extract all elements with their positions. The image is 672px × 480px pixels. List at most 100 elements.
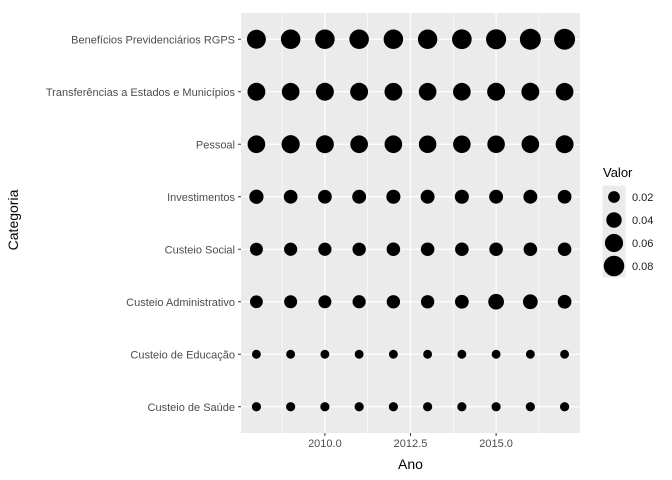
data-points	[246, 28, 576, 412]
x-tick-label: 2015.0	[479, 438, 513, 450]
data-point	[557, 189, 572, 204]
data-point	[491, 349, 501, 359]
data-point	[247, 82, 266, 101]
data-point	[453, 135, 471, 154]
data-point	[281, 82, 300, 101]
data-point	[352, 242, 366, 256]
data-point	[352, 189, 367, 204]
data-point	[454, 189, 469, 204]
legend-point	[603, 255, 625, 277]
data-point	[418, 135, 437, 154]
data-point	[555, 82, 574, 101]
data-point	[489, 242, 503, 257]
data-point	[350, 82, 369, 101]
data-point	[420, 295, 435, 309]
data-point	[489, 189, 504, 204]
legend-point	[608, 191, 620, 203]
data-point	[246, 29, 266, 49]
data-point	[417, 29, 438, 49]
data-point	[386, 295, 401, 309]
data-point	[418, 82, 437, 101]
data-point	[521, 82, 540, 101]
y-axis-title: Categoria	[5, 189, 21, 250]
legend: Valor 0.02 0.04 0.06 0.08	[602, 165, 653, 278]
y-axis: Custeio de Saúde Custeio de Educação Custe…	[46, 34, 241, 414]
data-point	[384, 135, 403, 154]
y-tick-label: Custeio de Educação	[130, 349, 235, 361]
legend-label: 0.06	[632, 238, 653, 250]
data-point	[383, 29, 404, 50]
data-point	[251, 402, 262, 412]
y-tick-label: Transferências a Estados e Municípios	[46, 87, 236, 99]
data-point	[352, 295, 366, 309]
data-point	[354, 402, 364, 412]
data-point	[487, 135, 505, 154]
legend-point	[604, 233, 624, 253]
data-point	[315, 29, 335, 50]
data-point	[320, 402, 330, 412]
data-point	[559, 402, 570, 412]
data-point	[249, 189, 264, 204]
data-point	[452, 29, 472, 50]
data-point	[386, 242, 401, 257]
data-point	[280, 29, 301, 50]
x-tick-label: 2010.0	[308, 438, 342, 450]
data-point	[284, 242, 298, 256]
data-point	[491, 402, 501, 412]
y-tick-label: Pessoal	[196, 139, 235, 151]
x-axis-title: Ano	[398, 456, 423, 472]
y-tick-label: Investimentos	[167, 192, 235, 204]
data-point	[250, 295, 263, 309]
data-point	[249, 242, 263, 256]
data-point	[286, 402, 296, 412]
y-tick-label: Custeio Social	[165, 244, 235, 256]
data-point	[384, 82, 403, 101]
data-point	[283, 189, 298, 204]
data-point	[318, 295, 332, 309]
data-point	[555, 135, 574, 154]
data-point	[350, 135, 368, 154]
data-point	[315, 82, 334, 101]
data-point	[454, 294, 469, 309]
data-point	[522, 294, 538, 310]
data-point	[315, 135, 334, 154]
data-point	[318, 189, 332, 204]
data-point	[386, 189, 401, 204]
data-point	[488, 293, 504, 310]
data-point	[251, 349, 261, 359]
data-point	[457, 349, 467, 359]
data-point	[557, 294, 572, 309]
data-point	[453, 82, 471, 101]
data-point	[519, 28, 541, 50]
data-point	[349, 29, 369, 50]
data-point	[286, 349, 296, 359]
data-point	[554, 28, 576, 50]
x-axis: 2010.0 2012.5 2015.0	[308, 433, 513, 450]
data-point	[486, 29, 507, 50]
data-point	[388, 349, 398, 359]
y-tick-label: Benefícios Previdenciários RGPS	[71, 34, 235, 46]
data-point	[455, 242, 469, 257]
legend-title: Valor	[603, 165, 633, 180]
data-point	[388, 402, 398, 412]
data-point	[423, 349, 433, 359]
legend-point	[606, 212, 622, 228]
data-point	[525, 349, 535, 359]
data-point	[525, 402, 535, 412]
data-point	[457, 402, 467, 412]
data-point	[560, 349, 570, 359]
data-point	[320, 349, 330, 359]
data-point	[557, 242, 572, 257]
legend-label: 0.08	[632, 261, 653, 273]
data-point	[247, 135, 266, 154]
data-point	[420, 189, 435, 204]
data-point	[523, 242, 538, 257]
y-tick-label: Custeio de Saúde	[148, 402, 235, 414]
legend-label: 0.02	[632, 192, 653, 204]
data-point	[318, 242, 332, 256]
data-point	[521, 135, 540, 154]
data-point	[354, 349, 364, 359]
y-tick-label: Custeio Administrativo	[126, 297, 235, 309]
data-point	[487, 82, 506, 101]
